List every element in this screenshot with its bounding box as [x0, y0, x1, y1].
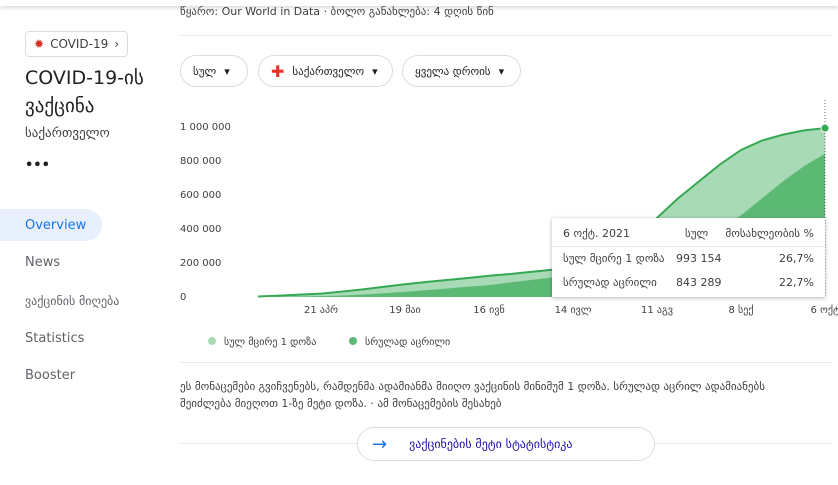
caret: ▾ — [224, 64, 230, 78]
x-tick-label: 19 მაი — [389, 304, 420, 316]
y-tick-label: 600 000 — [180, 190, 221, 201]
nav-item[interactable]: Overview — [25, 218, 87, 233]
y-tick-label: 400 000 — [180, 224, 221, 235]
divider — [180, 362, 832, 363]
caret: ▾ — [498, 64, 505, 78]
note-text: ეს მონაცემები გვიჩვენებს, რამდენმა ადამი… — [180, 380, 765, 410]
chip-text: COVID-19 — [50, 37, 109, 51]
source-link[interactable]: Our World in Data — [221, 5, 321, 18]
tooltip-col: სულ — [685, 227, 709, 240]
legend-swatch — [349, 337, 357, 345]
x-tick-label: 11 აგვ — [641, 305, 673, 316]
x-tick-label: 14 ივლ — [555, 305, 592, 316]
nav-item[interactable]: ვაქცინის მიღება — [25, 294, 120, 308]
virus-icon: ✹ — [34, 37, 45, 51]
tooltip-pct: 22,7% — [779, 276, 814, 289]
more-stats-button[interactable]: → ვაქცინების მეტი სტატისტიკა — [357, 427, 655, 461]
nav-item[interactable]: Booster — [25, 368, 76, 383]
filter[interactable]: სულ ▾ — [180, 55, 248, 87]
y-tick-label: 200 000 — [180, 258, 221, 269]
caret: ▾ — [372, 64, 378, 78]
y-tick-label: 0 — [180, 292, 186, 303]
legend-label: სულ მცირე 1 დოზა — [224, 336, 316, 348]
tooltip-pct: 26,7% — [779, 252, 814, 265]
filter-text: საქართველო — [292, 64, 365, 78]
area-line — [257, 127, 826, 298]
topic-chip[interactable]: ✹ COVID-19 › — [25, 31, 129, 57]
nav-selected — [0, 209, 102, 241]
tooltip-label: სულ მცირე 1 დოზა — [563, 252, 665, 265]
x-tick-label: 21 აპრ — [304, 304, 338, 316]
nav-item[interactable]: News — [25, 255, 61, 270]
button-text: ვაქცინების მეტი სტატისტიკა — [409, 437, 573, 451]
filter-text: ყველა დროის — [415, 64, 491, 78]
subtitle: საქართველო — [25, 126, 110, 141]
source-line: წყარო: Our World in Data · ბოლო განახლებ… — [180, 5, 494, 18]
x-tick-label: 8 სექ — [729, 304, 754, 316]
filter-text: სულ — [193, 64, 217, 78]
tooltip-date: 6 ოქტ. 2021 — [563, 227, 630, 240]
hover-dot — [820, 123, 830, 133]
y-tick-label: 800 000 — [180, 156, 221, 167]
more-button[interactable]: ••• — [25, 158, 50, 173]
x-tick-label: 6 ოქტ — [810, 304, 838, 316]
divider — [180, 35, 832, 36]
note-link[interactable]: ამ მონაცემების შესახებ — [377, 397, 502, 410]
x-tick-label: 16 ივნ — [473, 304, 504, 316]
title: COVID-19-ის ვაქცინა — [25, 67, 144, 117]
legend-label: სრულად აცრილი — [365, 336, 450, 348]
tooltip: 6 ოქტ. 2021 სულ მოსახლეობის % სულ მცირე … — [552, 218, 825, 297]
chevron: › — [114, 37, 120, 51]
nav-item[interactable]: Statistics — [25, 331, 85, 346]
divider — [552, 246, 825, 247]
flag-icon: ✚ — [271, 61, 285, 81]
source-label: წყარო: — [180, 5, 219, 18]
arrow-icon: → — [372, 433, 388, 455]
legend-swatch — [208, 337, 216, 345]
tooltip-value: 993 154 — [676, 252, 722, 265]
filter[interactable]: ✚ საქართველო ▾ — [258, 55, 393, 87]
y-tick-label: 1 000 000 — [180, 122, 231, 133]
tooltip-value: 843 289 — [676, 276, 722, 289]
note: ეს მონაცემები გვიჩვენებს, რამდენმა ადამი… — [180, 380, 765, 410]
tooltip-col: მოსახლეობის % — [725, 227, 815, 240]
updated: · ბოლო განახლება: 4 დღის წინ — [323, 5, 494, 18]
filter[interactable]: ყველა დროის ▾ — [402, 55, 521, 87]
tooltip-label: სრულად აცრილი — [563, 276, 657, 289]
